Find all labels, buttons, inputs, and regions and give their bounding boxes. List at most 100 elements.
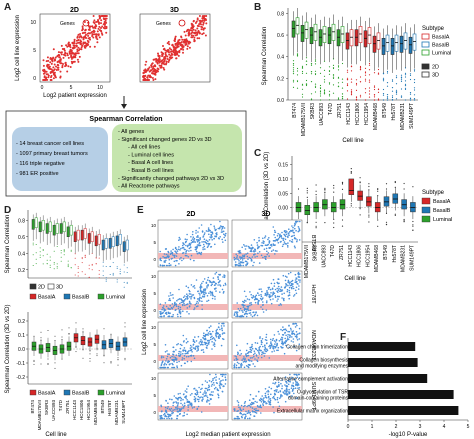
- scatter-point: [234, 417, 237, 420]
- scatter-point: [245, 300, 247, 302]
- scatter-point: [206, 342, 208, 345]
- scatter-point: [200, 224, 203, 226]
- outlier-point: [394, 186, 396, 188]
- scatter-point: [167, 264, 169, 267]
- scatter-point: [222, 379, 224, 381]
- outlier-point: [296, 53, 299, 55]
- scatter-point: [59, 58, 62, 61]
- outlier-point: [412, 186, 414, 188]
- scatter-point: [223, 290, 225, 293]
- scatter-point: [264, 401, 266, 403]
- outlier-point: [373, 88, 376, 91]
- scatter-point: [249, 348, 252, 351]
- box: [62, 221, 66, 233]
- scatter-point: [245, 355, 248, 358]
- scatter-point: [208, 239, 211, 241]
- scatter-point: [203, 278, 206, 280]
- scatter-point: [250, 249, 252, 251]
- box: [331, 23, 336, 41]
- scatter-point: [212, 294, 214, 297]
- scatter-point: [179, 302, 181, 305]
- scatter-point: [207, 283, 209, 286]
- outlier-point: [409, 99, 412, 101]
- box: [410, 202, 416, 213]
- scatter-point: [171, 56, 174, 59]
- scatter-point: [263, 248, 266, 250]
- scatter-point: [265, 247, 268, 250]
- scatter-point: [264, 392, 267, 395]
- scatter-point: [160, 363, 163, 365]
- scatter-point: [274, 398, 277, 401]
- scatter-point: [82, 36, 85, 39]
- scatter-point: [168, 51, 170, 54]
- outlier-point: [385, 221, 388, 223]
- outlier-point: [47, 358, 49, 360]
- scatter-point: [183, 30, 186, 33]
- scatter-point: [213, 338, 216, 340]
- scatter-point: [267, 393, 269, 396]
- scatter-point: [177, 50, 179, 53]
- scatter-point: [271, 295, 273, 297]
- dataset-item: - 14 breast cancer cell lines: [16, 141, 84, 147]
- scatter-point: [184, 362, 186, 365]
- scatter-point: [247, 404, 250, 407]
- scatter-point: [191, 294, 193, 296]
- scatter-point: [240, 415, 243, 418]
- scatter-point: [256, 401, 258, 403]
- scatter-point: [190, 404, 193, 407]
- scatter-point: [209, 332, 212, 335]
- scatter-point: [260, 293, 262, 296]
- scatter-point: [239, 349, 241, 352]
- legend-label: Luminal: [433, 217, 452, 223]
- box: [357, 190, 363, 201]
- outlier-point: [364, 78, 367, 80]
- scatter-point: [274, 345, 276, 348]
- legend-label: BasalA: [432, 35, 450, 41]
- scatter-point: [51, 59, 54, 62]
- c-cell-line-label: UACC893: [321, 245, 327, 268]
- scatter-point: [288, 380, 290, 383]
- scatter-point: [266, 290, 268, 292]
- scatter-point: [175, 248, 178, 251]
- scatter-point: [196, 236, 198, 238]
- box: [111, 236, 115, 247]
- scatter-point: [200, 339, 202, 341]
- scatter-point: [276, 281, 278, 284]
- scatter-point: [245, 308, 248, 310]
- scatter-point: [197, 348, 199, 350]
- scatter-point: [180, 399, 182, 402]
- outlier-point: [382, 72, 385, 74]
- e-row-label: BT549: [310, 235, 316, 251]
- outlier-point: [81, 271, 83, 273]
- outlier-point: [310, 73, 313, 75]
- scatter-point: [101, 25, 104, 28]
- scatter-point: [221, 229, 223, 231]
- scatter-point: [50, 57, 53, 60]
- outlier-point: [112, 274, 114, 276]
- scatter-point: [173, 356, 175, 358]
- legend-swatch: [29, 389, 37, 396]
- scatter-point: [202, 343, 204, 346]
- scatter-point: [219, 381, 221, 383]
- scatter-point: [171, 315, 173, 318]
- scatter-point: [207, 227, 210, 229]
- scatter-point: [259, 297, 262, 300]
- scatter-point: [293, 234, 295, 237]
- scatter-point: [93, 22, 96, 25]
- scatter-point: [288, 391, 291, 393]
- scatter-point: [279, 241, 282, 243]
- scatter-point: [276, 235, 279, 237]
- scatter-point: [264, 244, 267, 246]
- scatter-point: [54, 74, 56, 77]
- scatter-point: [267, 292, 269, 294]
- scatter-point: [49, 68, 52, 70]
- scatter-point: [201, 282, 203, 285]
- outlier-point: [350, 66, 353, 68]
- scatter-point: [234, 311, 236, 313]
- scatter-point: [173, 360, 175, 363]
- outlier-point: [391, 99, 394, 101]
- scatter-point: [61, 48, 64, 50]
- scatter-point: [185, 38, 188, 41]
- scatter-point: [177, 305, 180, 308]
- scatter-point: [220, 325, 223, 327]
